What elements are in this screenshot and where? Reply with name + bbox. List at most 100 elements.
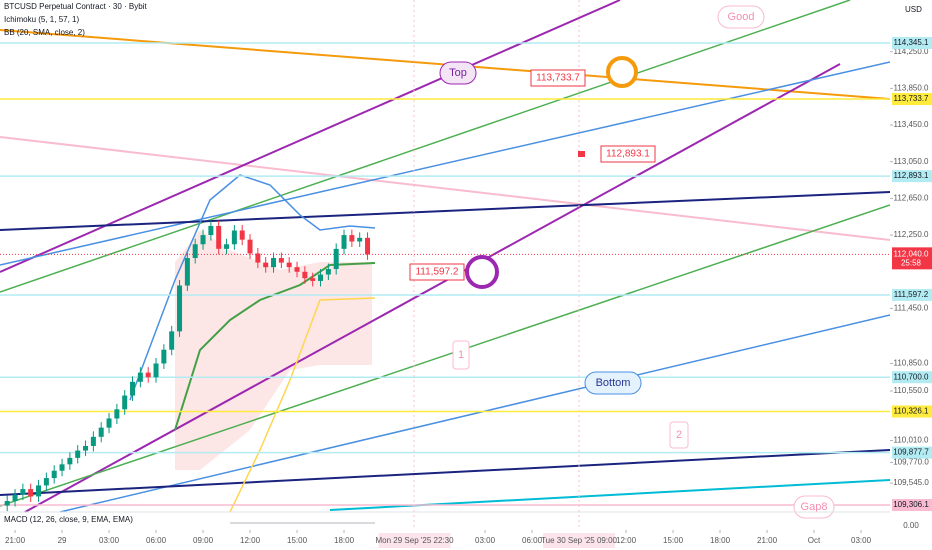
y-tick-label: 112,650.0 bbox=[894, 194, 930, 203]
candle-body bbox=[106, 418, 112, 428]
annotation: 1 bbox=[458, 349, 464, 361]
candle-body bbox=[247, 239, 253, 254]
callout-box bbox=[452, 340, 470, 370]
candle-body bbox=[137, 372, 143, 382]
annotation: 112,893.1 bbox=[606, 149, 650, 160]
candle-body bbox=[43, 478, 49, 486]
annotation: Top bbox=[449, 67, 467, 79]
y-tick-label: 110,850.0 bbox=[894, 359, 930, 368]
level-label-box bbox=[892, 446, 932, 459]
x-marker-box bbox=[543, 533, 616, 548]
level-label: 114,345.1 bbox=[894, 38, 930, 47]
x-tick-label: 21:00 bbox=[5, 536, 26, 545]
level-label: 112,893.1 bbox=[894, 171, 930, 180]
callout-box bbox=[439, 61, 477, 85]
candle-body bbox=[200, 235, 206, 245]
candle-body bbox=[357, 237, 363, 242]
candle-body bbox=[59, 464, 65, 471]
macd-y-tick-label: 0.00 bbox=[903, 521, 919, 530]
candle-body bbox=[153, 363, 159, 378]
annotation: 111,597.2 bbox=[415, 267, 458, 278]
callout-box bbox=[530, 69, 586, 87]
level-label-box bbox=[892, 499, 932, 512]
green-indicator bbox=[174, 262, 376, 431]
marker-flag bbox=[578, 151, 585, 157]
candle-body bbox=[278, 258, 284, 263]
callout-box bbox=[584, 371, 642, 395]
candle-body bbox=[310, 278, 316, 281]
blue-indicator bbox=[129, 174, 376, 401]
callout-box bbox=[409, 263, 465, 281]
candle-body bbox=[4, 500, 10, 506]
x-marker-label: Tue 30 Sep '25 09:00 bbox=[541, 536, 618, 545]
drawings bbox=[0, 0, 891, 530]
candle-body bbox=[208, 225, 214, 236]
candle-body bbox=[239, 230, 245, 240]
annotation: Gap8 bbox=[801, 501, 828, 513]
x-tick-label: 03:00 bbox=[99, 536, 120, 545]
annotation: Bottom bbox=[596, 377, 631, 389]
y-tick-label: 109,545.0 bbox=[893, 478, 929, 487]
indicator-label: MACD (12, 26, close, 9, EMA, EMA) bbox=[4, 515, 133, 524]
level-label-box bbox=[892, 371, 932, 384]
x-tick-label: 03:00 bbox=[851, 536, 872, 545]
x-tick-label: 18:00 bbox=[334, 536, 355, 545]
green-trendline bbox=[0, 204, 891, 507]
candle-body bbox=[20, 489, 26, 495]
smiley-icon bbox=[606, 56, 638, 88]
annotation: 113,733.7 bbox=[536, 73, 580, 84]
annotation: 2 bbox=[676, 429, 682, 441]
x-tick-label: 06:00 bbox=[146, 536, 167, 545]
level-label: 111,597.2 bbox=[894, 290, 929, 299]
candle-body bbox=[122, 395, 128, 410]
candle-body bbox=[51, 470, 57, 479]
level-label: 110,326.1 bbox=[894, 407, 930, 416]
current-price-label: 112,040.0 bbox=[894, 249, 930, 258]
candle-body bbox=[216, 225, 222, 249]
level-label: 110,700.0 bbox=[894, 372, 930, 381]
x-tick-label: 03:00 bbox=[475, 536, 496, 545]
y-tick-label: 113,050.0 bbox=[894, 157, 930, 166]
candle-body bbox=[255, 253, 261, 263]
candle-body bbox=[365, 237, 371, 255]
candle-body bbox=[271, 258, 277, 268]
candle-body bbox=[36, 485, 42, 497]
x-tick-label: 18:00 bbox=[710, 536, 731, 545]
candle-body bbox=[67, 457, 73, 465]
level-label-box bbox=[892, 405, 932, 418]
y-tick-label: 112,250.0 bbox=[894, 230, 930, 239]
level-label-box bbox=[892, 288, 932, 301]
x-tick-label: 15:00 bbox=[663, 536, 684, 545]
candle-body bbox=[192, 244, 198, 259]
level-label-box bbox=[892, 170, 932, 183]
candle-body bbox=[90, 436, 96, 446]
candle-body bbox=[302, 271, 308, 279]
candle-body bbox=[263, 262, 269, 268]
candle-body bbox=[294, 267, 300, 272]
candle-body bbox=[318, 274, 324, 281]
candle-body bbox=[130, 381, 136, 396]
y-tick-label: 113,450.0 bbox=[894, 120, 930, 129]
candle-body bbox=[325, 269, 331, 275]
candle-body bbox=[12, 494, 18, 501]
candle-body bbox=[28, 489, 34, 497]
y-tick-label: 109,770.0 bbox=[893, 458, 929, 467]
candle-body bbox=[145, 372, 151, 378]
purple-trendline bbox=[0, 0, 621, 273]
callout-box bbox=[600, 145, 656, 163]
x-tick-label: 09:00 bbox=[193, 536, 214, 545]
y-tick-label: 114,250.0 bbox=[894, 47, 930, 56]
candle-body bbox=[161, 349, 167, 364]
candle-body bbox=[169, 331, 175, 350]
level-label: 113,733.7 bbox=[894, 94, 930, 103]
candle-body bbox=[114, 409, 120, 419]
blue-trendline bbox=[0, 61, 891, 266]
y-axis-label: USD bbox=[905, 5, 922, 14]
yellow-indicator bbox=[229, 297, 376, 513]
green-trendline bbox=[0, 0, 851, 293]
purple-trendline bbox=[24, 63, 841, 513]
y-tick-label: 110,010.0 bbox=[894, 436, 930, 445]
x-tick-label: 21:00 bbox=[757, 536, 778, 545]
candle-body bbox=[349, 235, 355, 242]
x-tick-label: 06:00 bbox=[522, 536, 543, 545]
